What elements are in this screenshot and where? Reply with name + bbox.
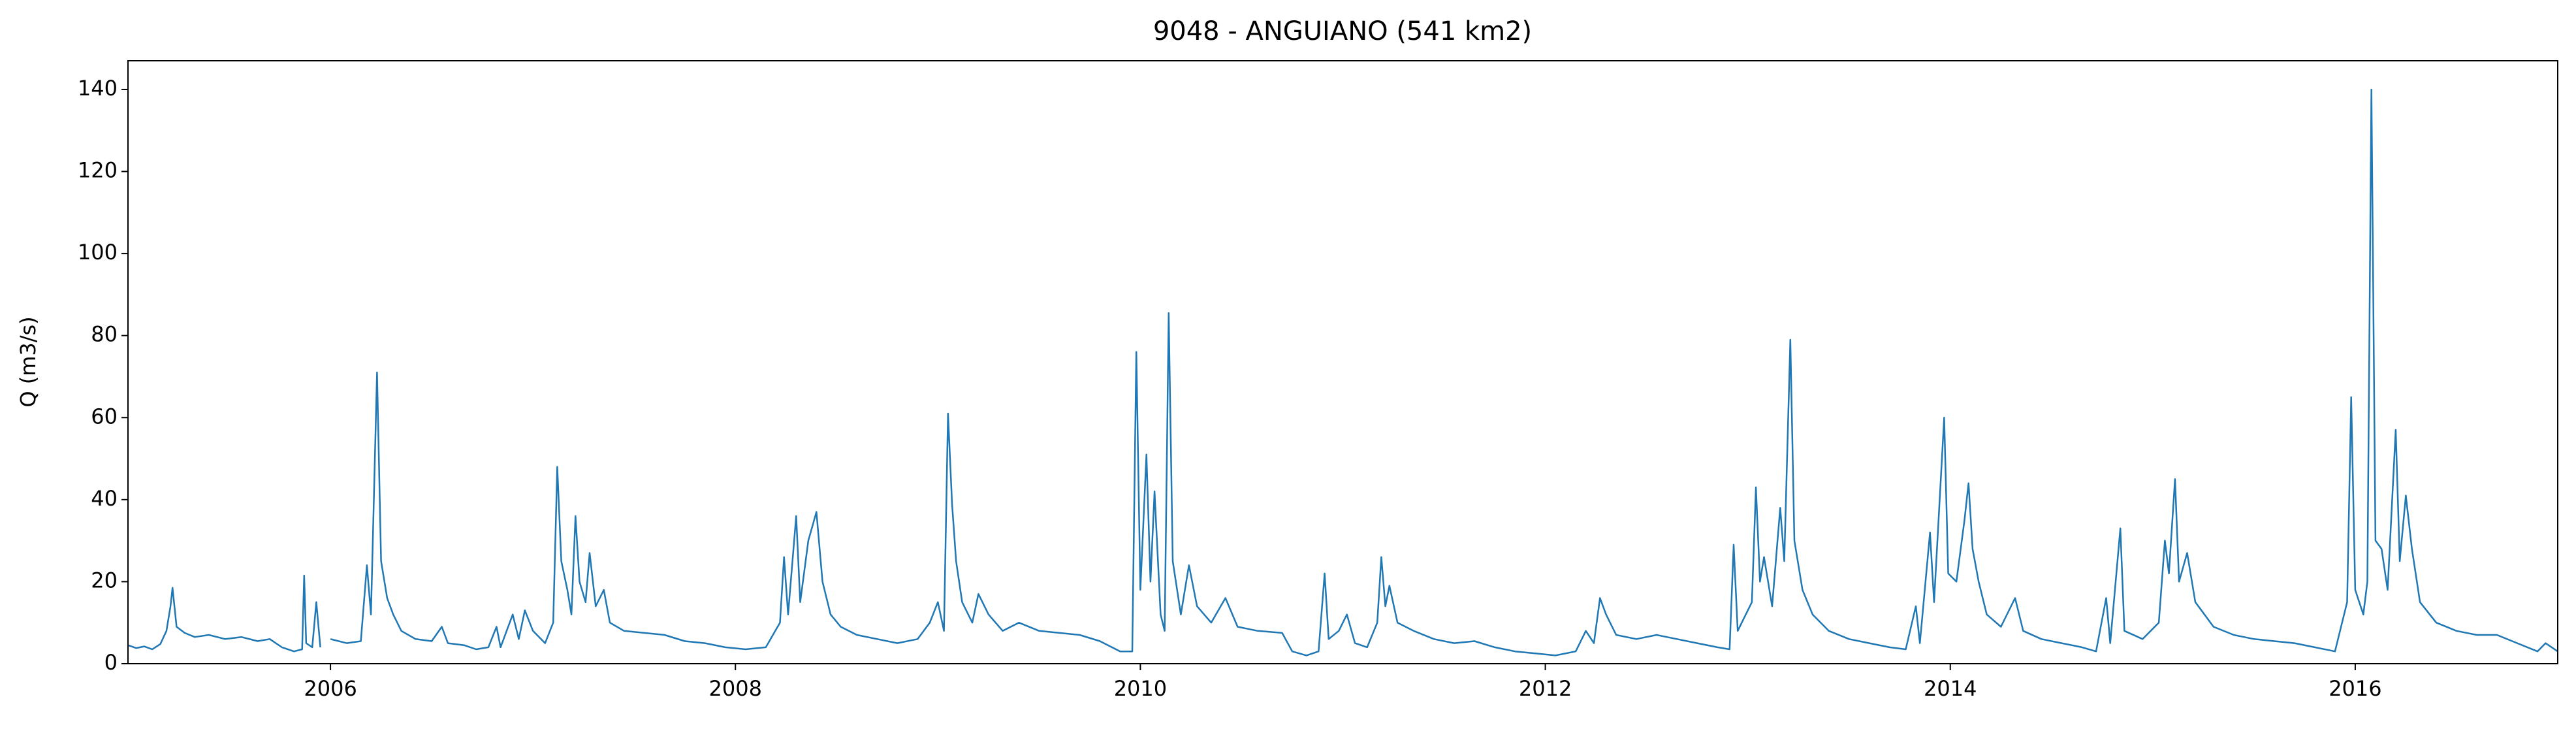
chart-title: 9048 - ANGUIANO (541 km2)	[1153, 16, 1532, 46]
x-tick-label: 2006	[304, 676, 357, 701]
y-axis-label: Q (m3/s)	[16, 316, 40, 407]
y-tick-label: 140	[78, 76, 118, 101]
x-tick-label: 2008	[709, 676, 762, 701]
y-tick-label: 80	[91, 322, 118, 347]
x-tick-label: 2014	[1924, 676, 1977, 701]
y-tick-label: 40	[91, 486, 118, 511]
plot-frame	[127, 60, 2558, 664]
y-tick-label: 120	[78, 158, 118, 183]
x-tick-label: 2012	[1519, 676, 1572, 701]
x-tick-label: 2010	[1114, 676, 1167, 701]
y-tick-label: 100	[78, 240, 118, 265]
series-line	[127, 574, 321, 653]
y-tick-label: 0	[104, 650, 118, 675]
series-line	[330, 88, 2558, 656]
y-tick-label: 20	[91, 568, 118, 592]
y-tick-label: 60	[91, 404, 118, 429]
x-tick-label: 2016	[2329, 676, 2381, 701]
